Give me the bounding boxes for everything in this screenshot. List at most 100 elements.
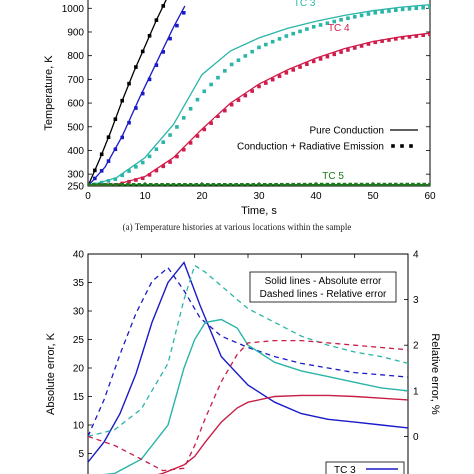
data-point-tc-3	[236, 58, 241, 62]
data-point-tc-4	[161, 164, 166, 169]
caption-temperature-histories: (a) Temperature histories at various loc…	[122, 222, 352, 232]
x-tick-label: 0	[85, 191, 91, 202]
y-tick-label: 500	[67, 122, 84, 133]
data-point-tc-3	[346, 16, 350, 21]
series-label-tc-4: TC 4	[328, 23, 350, 34]
data-point-tc-1	[120, 98, 124, 103]
series-line-tc-4	[88, 32, 430, 186]
x-axis-label: Time, s	[241, 205, 277, 217]
data-point-tc-4	[359, 44, 364, 48]
data-point-tc-4	[332, 52, 337, 57]
data-point-tc-5	[257, 183, 261, 186]
data-point-tc-1	[93, 168, 97, 173]
data-point-tc-2	[127, 120, 131, 125]
data-point-tc-5	[314, 182, 318, 186]
data-point-tc-5	[137, 183, 142, 186]
data-point-tc-3	[120, 173, 124, 178]
data-point-tc-2	[140, 91, 145, 96]
data-point-tc-3	[223, 69, 227, 73]
data-point-tc-3	[134, 165, 138, 169]
data-point-tc-5	[388, 182, 392, 186]
data-point-tc-5	[354, 182, 358, 186]
data-point-tc-3	[147, 154, 152, 159]
relative-error-line-tc-2	[88, 266, 408, 437]
data-point-tc-4	[277, 74, 282, 79]
series-line-tc-2	[88, 5, 186, 186]
data-point-tc-5	[308, 182, 313, 186]
data-point-tc-1	[106, 135, 111, 139]
y-tick-label: 30	[73, 307, 85, 318]
y-axis-label-right: Relative error, %	[429, 333, 441, 415]
data-point-tc-5	[382, 182, 387, 186]
data-point-tc-5	[411, 182, 415, 186]
y-tick-label: 35	[73, 278, 85, 289]
y-tick-label: 1000	[62, 4, 85, 15]
legend-marker-radiative-emission	[409, 144, 413, 148]
legend-box	[214, 118, 426, 152]
data-point-tc-5	[331, 182, 335, 186]
data-point-tc-1	[127, 81, 131, 86]
data-point-tc-5	[131, 183, 136, 186]
data-point-tc-3	[168, 133, 172, 137]
data-point-tc-3	[270, 39, 275, 44]
data-point-tc-3	[140, 160, 145, 165]
data-point-tc-5	[188, 183, 193, 186]
data-point-tc-4	[243, 93, 248, 98]
data-point-tc-5	[91, 183, 96, 186]
data-point-tc-3	[407, 7, 412, 11]
data-point-tc-3	[359, 13, 364, 18]
data-point-tc-5	[148, 183, 153, 186]
data-point-tc-2	[113, 147, 118, 152]
data-point-tc-4	[387, 38, 391, 42]
y-tick-label-right: 0	[413, 432, 419, 443]
data-point-tc-3	[311, 25, 316, 29]
data-point-tc-5	[120, 183, 124, 186]
data-point-tc-3	[243, 54, 248, 58]
data-point-tc-5	[114, 183, 119, 186]
data-point-tc-5	[194, 183, 199, 186]
data-point-tc-3	[298, 29, 302, 34]
data-point-tc-5	[394, 182, 398, 186]
data-point-tc-4	[318, 57, 323, 61]
data-point-tc-3	[305, 27, 309, 31]
y-axis-label: Temperature, K	[43, 55, 55, 131]
data-point-tc-3	[400, 7, 405, 12]
data-point-tc-3	[284, 34, 289, 38]
data-point-tc-5	[337, 182, 341, 186]
data-point-tc-5	[251, 183, 256, 186]
data-point-tc-5	[274, 182, 278, 186]
data-point-tc-3	[428, 5, 430, 9]
x-tick-label: 50	[367, 191, 379, 202]
data-point-tc-4	[147, 173, 152, 177]
data-point-tc-5	[399, 182, 404, 186]
x-tick-label: 10	[139, 191, 151, 202]
data-point-tc-5	[405, 182, 409, 186]
y-tick-label: 40	[73, 250, 85, 261]
data-point-tc-3	[373, 10, 378, 15]
data-point-tc-3	[113, 177, 118, 181]
data-point-tc-2	[106, 159, 111, 163]
data-point-tc-3	[229, 62, 234, 67]
plot-area	[88, 0, 430, 186]
y-tick-label: 400	[67, 146, 84, 157]
data-point-tc-5	[177, 183, 181, 186]
data-point-tc-4	[298, 65, 302, 69]
data-point-tc-5	[280, 182, 284, 186]
data-point-tc-3	[175, 125, 179, 129]
data-point-tc-5	[166, 183, 170, 186]
data-point-tc-3	[264, 42, 268, 47]
data-point-tc-5	[291, 182, 295, 186]
data-point-tc-1	[140, 49, 145, 54]
data-point-tc-4	[175, 154, 179, 159]
data-point-tc-4	[216, 115, 220, 119]
data-point-tc-5	[88, 183, 90, 186]
data-point-tc-1	[99, 152, 104, 157]
data-point-tc-4	[188, 141, 193, 145]
y-tick-label: 600	[67, 99, 84, 110]
data-point-tc-4	[223, 108, 227, 113]
data-point-tc-5	[171, 183, 176, 186]
data-point-tc-3	[325, 21, 330, 26]
data-point-tc-3	[421, 5, 425, 10]
series-label-tc-3: TC 3	[294, 0, 316, 9]
